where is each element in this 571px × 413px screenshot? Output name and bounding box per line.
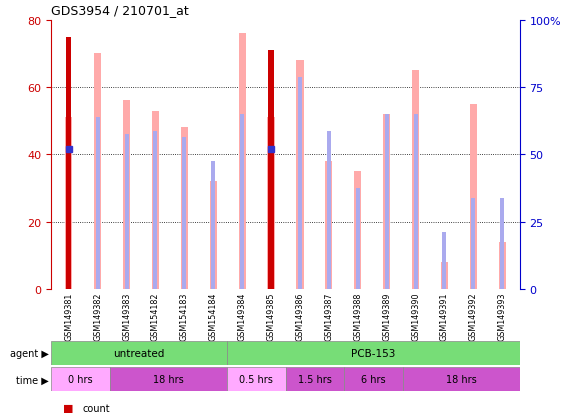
Bar — [181, 128, 188, 289]
Bar — [443, 232, 447, 289]
Bar — [66, 38, 71, 289]
Text: 6 hrs: 6 hrs — [361, 375, 385, 385]
Text: 18 hrs: 18 hrs — [153, 375, 184, 385]
Text: 0 hrs: 0 hrs — [69, 375, 93, 385]
Text: 0.5 hrs: 0.5 hrs — [239, 375, 273, 385]
Bar — [51, 368, 110, 392]
Text: PCB-153: PCB-153 — [351, 349, 396, 358]
Bar — [470, 104, 477, 289]
Bar — [94, 54, 101, 289]
Bar — [356, 188, 360, 289]
Bar — [227, 342, 520, 366]
Bar — [269, 118, 273, 289]
Bar — [124, 135, 128, 289]
Text: 18 hrs: 18 hrs — [446, 375, 476, 385]
Bar — [65, 118, 73, 289]
Bar — [154, 131, 158, 289]
Bar — [472, 199, 475, 289]
Bar — [441, 262, 448, 289]
Bar — [500, 199, 504, 289]
Bar — [51, 342, 227, 366]
Bar — [298, 78, 302, 289]
Bar — [413, 114, 417, 289]
Bar — [268, 51, 274, 289]
Bar — [152, 111, 159, 289]
Bar — [110, 368, 227, 392]
Bar — [267, 118, 275, 289]
Text: 1.5 hrs: 1.5 hrs — [298, 375, 332, 385]
Text: time ▶: time ▶ — [16, 375, 49, 385]
Bar — [286, 368, 344, 392]
Text: count: count — [83, 403, 110, 413]
Text: GDS3954 / 210701_at: GDS3954 / 210701_at — [51, 4, 189, 17]
Bar — [383, 114, 390, 289]
Bar — [354, 172, 361, 289]
Bar — [227, 368, 286, 392]
Bar — [210, 182, 217, 289]
Bar — [403, 368, 520, 392]
Bar — [385, 114, 389, 289]
Bar — [327, 131, 331, 289]
Bar — [239, 34, 246, 289]
Bar — [412, 71, 419, 289]
Bar — [325, 161, 332, 289]
Bar — [240, 114, 244, 289]
Text: untreated: untreated — [114, 349, 165, 358]
Bar — [498, 242, 506, 289]
Bar — [344, 368, 403, 392]
Text: agent ▶: agent ▶ — [10, 349, 49, 358]
Bar — [296, 61, 304, 289]
Bar — [123, 101, 130, 289]
Bar — [96, 118, 99, 289]
Bar — [67, 114, 71, 289]
Text: ■: ■ — [63, 403, 73, 413]
Bar — [211, 161, 215, 289]
Bar — [182, 138, 186, 289]
